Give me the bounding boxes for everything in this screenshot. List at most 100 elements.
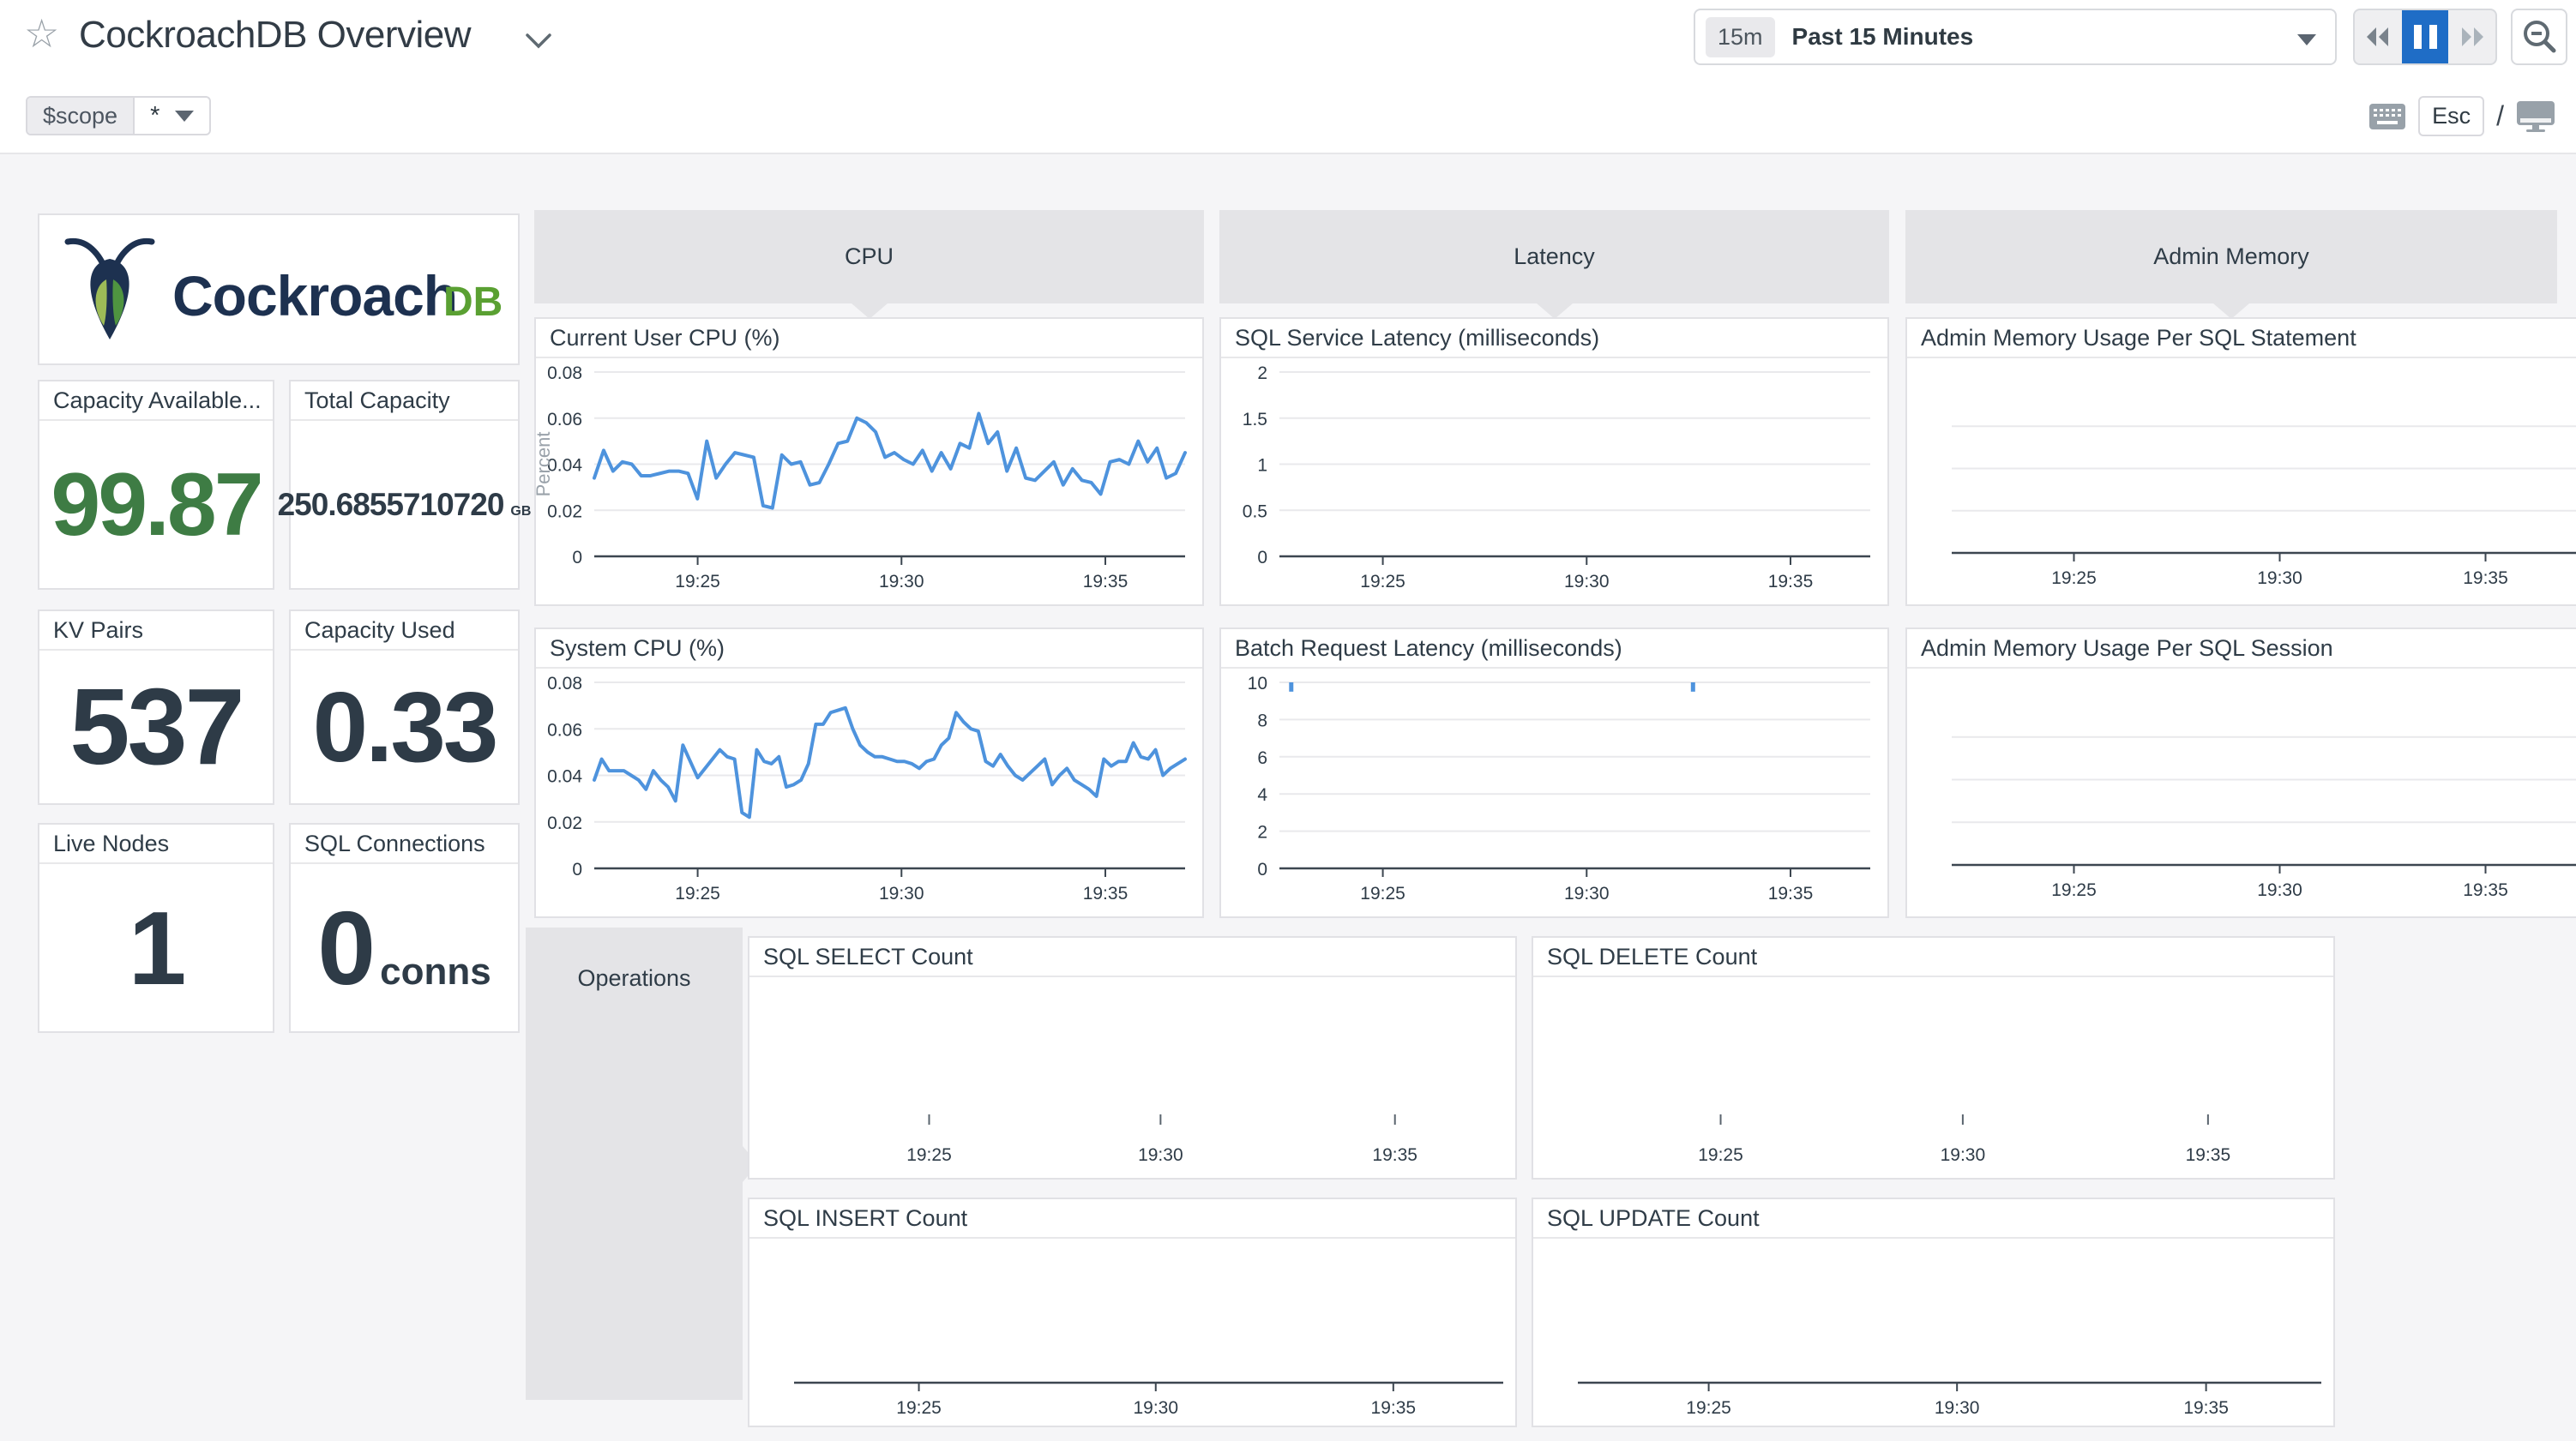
stat-widget-kv-pairs[interactable]: KV Pairs 537 [38, 609, 274, 805]
top-bar: ☆ CockroachDB Overview 15m Past 15 Minut… [0, 0, 2576, 153]
favorite-star-icon[interactable]: ☆ [24, 11, 60, 56]
svg-text:19:35: 19:35 [1768, 884, 1814, 904]
chart-plot-batch-request-latency[interactable]: 0 2 4 6 8 10 19:25 19:30 19:35 [1221, 669, 1887, 916]
svg-text:19:30: 19:30 [879, 572, 924, 591]
chart-widget-sql-delete-count[interactable]: SQL DELETE Count 19:25 19:30 19:35 [1532, 936, 2335, 1180]
group-header-cpu[interactable]: CPU [534, 210, 1204, 319]
keyboard-icon [2369, 103, 2406, 129]
svg-text:4: 4 [1257, 785, 1267, 805]
chart-plot-admin-memory-per-session[interactable]: 19:25 19:30 19:35 [1907, 669, 2576, 916]
svg-text:0.04: 0.04 [547, 767, 582, 787]
stat-unit: conns [380, 950, 491, 993]
chart-plot-sql-insert-count[interactable]: 19:25 19:30 19:35 [749, 1239, 1515, 1426]
chart-widget-sql-update-count[interactable]: SQL UPDATE Count 19:25 19:30 19:35 [1532, 1198, 2335, 1427]
svg-text:0.08: 0.08 [547, 674, 582, 693]
rewind-icon [2367, 27, 2389, 46]
pause-icon [2413, 25, 2437, 49]
stat-title: Live Nodes [39, 825, 273, 864]
svg-text:19:25: 19:25 [906, 1145, 952, 1165]
svg-text:19:30: 19:30 [1133, 1398, 1178, 1418]
template-variable-scope[interactable]: $scope * [26, 96, 212, 135]
chart-title: SQL DELETE Count [1533, 938, 2333, 977]
pause-button[interactable] [2401, 10, 2449, 63]
group-header-operations[interactable]: Operations [526, 928, 758, 1400]
keyboard-shortcuts-button[interactable] [2368, 103, 2406, 130]
logo-suffix-text: DB [443, 279, 502, 325]
svg-text:19:35: 19:35 [1083, 572, 1129, 591]
chart-widget-system-cpu[interactable]: System CPU (%) 0 0.02 0.04 0.06 0.08 19:25 19:… [534, 627, 1204, 918]
chart-plot-sql-service-latency[interactable]: 0 0.5 1 1.5 2 19:25 19:30 19:35 [1221, 358, 1887, 604]
svg-text:6: 6 [1257, 748, 1267, 768]
chart-title: Admin Memory Usage Per SQL Statement [1907, 319, 2576, 358]
svg-text:19:30: 19:30 [1935, 1398, 1980, 1418]
svg-text:0.02: 0.02 [547, 501, 582, 521]
stat-title: Capacity Available... [39, 381, 273, 421]
stat-title: Total Capacity [291, 381, 518, 421]
svg-text:19:30: 19:30 [2257, 568, 2302, 588]
svg-text:19:25: 19:25 [896, 1398, 942, 1418]
svg-text:2: 2 [1257, 823, 1267, 843]
chart-plot-sql-select-count[interactable]: 19:25 19:30 19:35 [749, 977, 1515, 1178]
stat-widget-capacity-available[interactable]: Capacity Available... 99.87 [38, 380, 274, 590]
fast-forward-icon [2461, 27, 2483, 46]
time-range-label: Past 15 Minutes [1791, 23, 1974, 50]
title-chevron-down-icon[interactable] [525, 33, 552, 54]
chart-title: Batch Request Latency (milliseconds) [1221, 629, 1887, 669]
chart-title: SQL Service Latency (milliseconds) [1221, 319, 1887, 358]
chart-widget-admin-memory-per-statement[interactable]: Admin Memory Usage Per SQL Statement 19:… [1905, 317, 2576, 606]
chart-plot-admin-memory-per-statement[interactable]: 19:25 19:30 19:35 [1907, 358, 2576, 604]
chart-widget-sql-select-count[interactable]: SQL SELECT Count 19:25 19:30 19:35 [748, 936, 1517, 1180]
svg-text:10: 10 [1248, 674, 1267, 693]
stat-widget-capacity-used[interactable]: Capacity Used 0.33 [289, 609, 520, 805]
svg-text:19:35: 19:35 [2186, 1145, 2231, 1165]
stat-value: 0.33 [312, 671, 499, 783]
slash-separator: / [2496, 100, 2504, 131]
group-header-latency[interactable]: Latency [1219, 210, 1889, 319]
stat-value: 1 [128, 889, 187, 1006]
chart-plot-sql-delete-count[interactable]: 19:25 19:30 19:35 [1533, 977, 2333, 1178]
stat-widget-live-nodes[interactable]: Live Nodes 1 [38, 823, 274, 1033]
svg-text:19:35: 19:35 [2463, 880, 2508, 900]
stat-widget-sql-connections[interactable]: SQL Connections 0 conns [289, 823, 520, 1033]
scope-value: * [150, 101, 160, 129]
dashboard-title: CockroachDB Overview [79, 14, 472, 56]
chart-plot-system-cpu[interactable]: 0 0.02 0.04 0.06 0.08 19:25 19:30 19:35 [536, 669, 1202, 916]
time-range-selector[interactable]: 15m Past 15 Minutes [1694, 9, 2337, 65]
svg-text:19:35: 19:35 [1372, 1145, 1417, 1165]
chart-plot-sql-update-count[interactable]: 19:25 19:30 19:35 [1533, 1239, 2333, 1426]
svg-text:0.02: 0.02 [547, 814, 582, 833]
svg-text:19:30: 19:30 [1941, 1145, 1986, 1165]
chart-widget-batch-request-latency[interactable]: Batch Request Latency (milliseconds) 0 2 4… [1219, 627, 1889, 918]
chart-plot-current-user-cpu[interactable]: 0 0.02 0.04 0.06 0.08 19:25 19:30 19:35 Percent [533, 358, 1202, 604]
stat-widget-total-capacity[interactable]: Total Capacity 250.6855710720 GB [278, 380, 531, 590]
svg-text:0.06: 0.06 [547, 720, 582, 740]
logo-brand-text: Cockroach [172, 264, 457, 327]
svg-text:19:25: 19:25 [1698, 1145, 1743, 1165]
svg-text:19:35: 19:35 [1371, 1398, 1417, 1418]
svg-text:2: 2 [1257, 363, 1267, 383]
svg-text:19:30: 19:30 [1564, 884, 1610, 904]
chart-title: SQL SELECT Count [749, 938, 1515, 977]
svg-text:8: 8 [1257, 711, 1267, 730]
stat-value: 0 [317, 889, 376, 1006]
svg-text:0: 0 [572, 548, 582, 567]
chart-title: Admin Memory Usage Per SQL Session [1907, 629, 2576, 669]
chart-widget-sql-insert-count[interactable]: SQL INSERT Count 19:25 19:30 19:35 [748, 1198, 1517, 1427]
esc-button[interactable]: Esc [2418, 96, 2485, 136]
stat-value: 250.6855710720 [277, 487, 505, 522]
svg-text:19:30: 19:30 [1138, 1145, 1183, 1165]
tv-mode-button[interactable] [2516, 100, 2555, 133]
zoom-out-button[interactable] [2511, 9, 2567, 65]
svg-text:19:25: 19:25 [675, 572, 720, 591]
fast-forward-button[interactable] [2448, 10, 2495, 63]
chart-widget-sql-service-latency[interactable]: SQL Service Latency (milliseconds) 0 0.5 1… [1219, 317, 1889, 606]
chart-widget-admin-memory-per-session[interactable]: Admin Memory Usage Per SQL Session 19:25… [1905, 627, 2576, 918]
chart-title: SQL INSERT Count [749, 1199, 1515, 1239]
cockroachdb-logo-widget[interactable]: Cockroach DB [38, 213, 520, 365]
group-header-admin-memory[interactable]: Admin Memory [1905, 210, 2557, 319]
chart-title: SQL UPDATE Count [1533, 1199, 2333, 1239]
rewind-button[interactable] [2355, 10, 2402, 63]
svg-text:19:35: 19:35 [1083, 884, 1129, 904]
time-range-badge: 15m [1706, 16, 1775, 57]
chart-widget-current-user-cpu[interactable]: Current User CPU (%) 0 0.02 0.04 0.06 0.08 19… [533, 317, 1204, 606]
